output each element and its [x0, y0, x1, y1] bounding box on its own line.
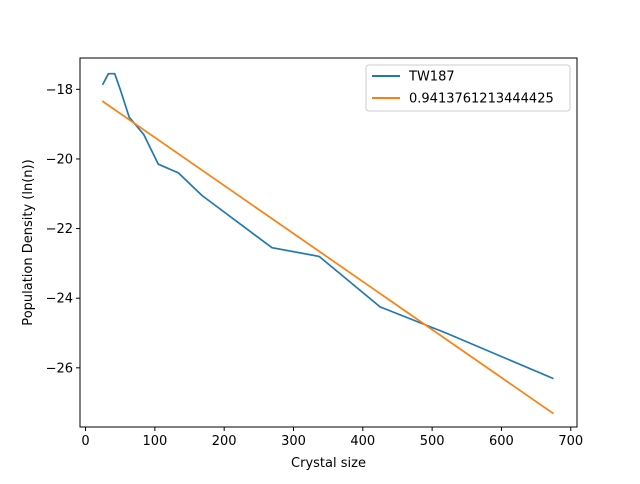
x-tick-label: 500: [420, 434, 445, 449]
x-tick-label: 300: [281, 434, 306, 449]
y-tick-label: −22: [46, 222, 73, 237]
x-tick-label: 700: [558, 434, 583, 449]
series-line-tw187: [101, 72, 554, 380]
legend-label-tw187: TW187: [408, 70, 455, 85]
series-line-fit: [101, 100, 554, 415]
legend: TW187 0.9413761213444425: [365, 64, 571, 112]
plot-content: [101, 72, 554, 415]
x-axis-label: Crystal size: [291, 456, 366, 471]
x-tick-label: 200: [212, 434, 237, 449]
y-tick-label: −18: [46, 83, 73, 98]
y-axis-label: Population Density (ln(n)): [21, 159, 36, 325]
legend-label-fit: 0.9413761213444425: [409, 92, 554, 107]
y-axis-ticks: −26 −24 −22 −20 −18: [46, 83, 80, 376]
x-axis-ticks: 0 100 200 300 400 500 600 700: [81, 427, 583, 449]
y-tick-label: −26: [46, 361, 73, 376]
y-tick-label: −20: [46, 152, 73, 167]
y-tick-label: −24: [46, 292, 73, 307]
x-tick-label: 400: [350, 434, 375, 449]
x-tick-label: 100: [142, 434, 167, 449]
x-tick-label: 600: [489, 434, 514, 449]
legend-box: [365, 64, 571, 112]
x-tick-label: 0: [81, 434, 89, 449]
axes-frame: [79, 57, 578, 428]
